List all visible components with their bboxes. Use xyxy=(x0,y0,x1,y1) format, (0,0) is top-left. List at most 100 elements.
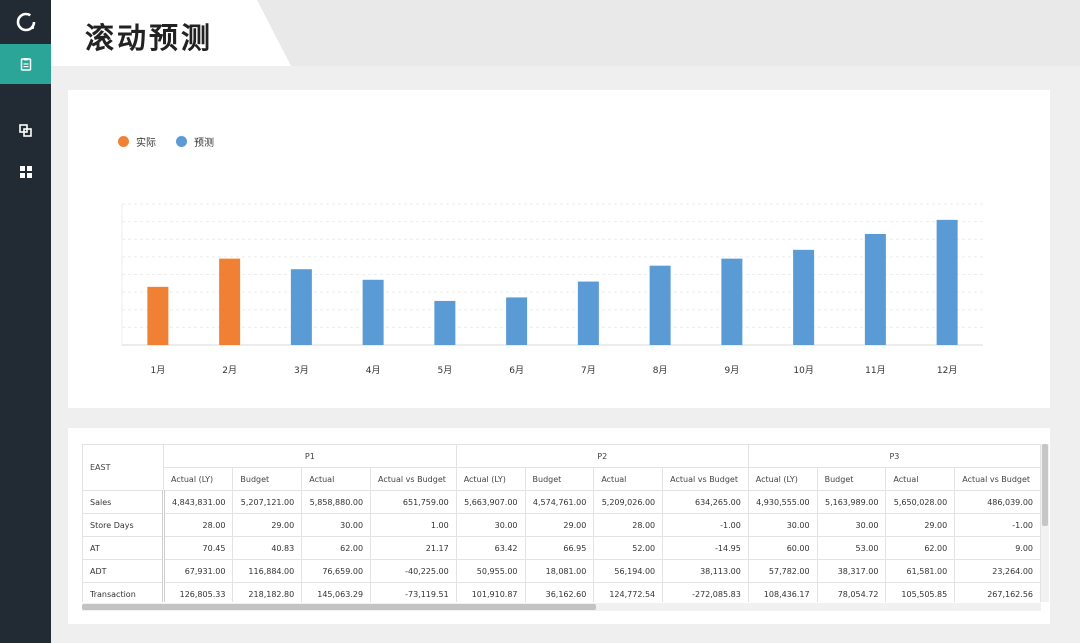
bar-forecast-8[interactable] xyxy=(649,265,671,345)
table-row: ADT 67,931.00 116,884.00 76,659.00 -40,225.0… xyxy=(82,559,1041,583)
table-cell: -14.95 xyxy=(662,536,749,560)
period-header[interactable]: P2 xyxy=(455,444,749,468)
table-cell: 60.00 xyxy=(747,536,818,560)
legend-item-actual[interactable]: 实际 xyxy=(118,134,156,149)
column-header[interactable]: Actual (LY) xyxy=(455,467,526,491)
bar-forecast-11[interactable] xyxy=(864,233,886,345)
table-cell: 61,581.00 xyxy=(885,559,956,583)
bar-actual-1[interactable] xyxy=(147,286,169,345)
table-cell: 101,910.87 xyxy=(455,582,526,602)
bar-forecast-6[interactable] xyxy=(506,297,528,345)
table-cell: 29.00 xyxy=(524,513,595,537)
period-header[interactable]: P3 xyxy=(747,444,1041,468)
table-row: AT 70.45 40.83 62.00 21.17 63.42 66.95 52.00 -14… xyxy=(82,536,1041,560)
table-cell: -1.00 xyxy=(662,513,749,537)
column-header[interactable]: Budget xyxy=(524,467,595,491)
table-cell: 29.00 xyxy=(885,513,956,537)
legend-label-actual: 实际 xyxy=(136,138,156,149)
table-cell: -40,225.00 xyxy=(370,559,457,583)
table-cell: 267,162.56 xyxy=(954,582,1041,602)
table-cell: 78,054.72 xyxy=(816,582,887,602)
bar-forecast-5[interactable] xyxy=(434,300,456,345)
bar-forecast-10[interactable] xyxy=(793,249,815,345)
sidebar-item-copy[interactable] xyxy=(0,110,51,150)
legend-dot-actual xyxy=(118,136,129,147)
row-label: ADT xyxy=(82,559,165,583)
column-header[interactable]: Actual (LY) xyxy=(747,467,818,491)
chart-legend: 实际 预测 xyxy=(118,134,234,149)
column-header[interactable]: Actual (LY) xyxy=(162,467,234,491)
x-tick-label: 5月 xyxy=(438,365,453,376)
table-cell: 52.00 xyxy=(593,536,664,560)
row-label: Transaction xyxy=(82,582,165,602)
pivot-table-viewport[interactable]: EAST P1 P2 P3 Actual (LY) Budget Actual Actual … xyxy=(82,444,1041,602)
table-cell: 108,436.17 xyxy=(747,582,818,602)
period-header[interactable]: P1 xyxy=(162,444,457,468)
table-cell: 4,930,555.00 xyxy=(747,490,818,514)
x-tick-label: 9月 xyxy=(725,365,740,376)
table-corner-region: EAST xyxy=(82,444,164,491)
row-label: Sales xyxy=(82,490,165,514)
legend-item-forecast[interactable]: 预测 xyxy=(176,134,214,149)
table-cell: 76,659.00 xyxy=(301,559,372,583)
x-tick-label: 1月 xyxy=(151,365,166,376)
table-cell: 50,955.00 xyxy=(455,559,526,583)
table-cell: -1.00 xyxy=(954,513,1041,537)
table-cell: 5,163,989.00 xyxy=(816,490,887,514)
table-row: Transaction 126,805.33 218,182.80 145,063.2… xyxy=(82,582,1041,602)
x-tick-label: 3月 xyxy=(294,365,309,376)
column-header[interactable]: Actual xyxy=(301,467,372,491)
horizontal-scroll-thumb[interactable] xyxy=(82,604,596,610)
column-header[interactable]: Actual vs Budget xyxy=(662,467,749,491)
table-cell: 1.00 xyxy=(370,513,457,537)
table-cell: 5,858,880.00 xyxy=(301,490,372,514)
pivot-table: EAST P1 P2 P3 Actual (LY) Budget Actual Actual … xyxy=(82,444,1041,602)
table-cell: 218,182.80 xyxy=(232,582,303,602)
legend-dot-forecast xyxy=(176,136,187,147)
header-title-tab xyxy=(51,0,291,66)
table-card: EAST P1 P2 P3 Actual (LY) Budget Actual Actual … xyxy=(68,428,1050,624)
column-header[interactable]: Actual vs Budget xyxy=(954,467,1041,491)
table-cell: 124,772.54 xyxy=(593,582,664,602)
column-header[interactable]: Actual xyxy=(885,467,956,491)
bar-forecast-12[interactable] xyxy=(936,219,958,345)
column-header[interactable]: Actual xyxy=(593,467,664,491)
page-header: 滚动预测 xyxy=(51,0,1080,66)
bar-actual-2[interactable] xyxy=(219,258,241,345)
table-cell: 70.45 xyxy=(162,536,234,560)
table-cell: 53.00 xyxy=(816,536,887,560)
x-tick-label: 6月 xyxy=(509,365,524,376)
table-cell: 105,505.85 xyxy=(885,582,956,602)
bar-forecast-9[interactable] xyxy=(721,258,743,345)
bar-forecast-4[interactable] xyxy=(362,279,384,345)
table-cell: 21.17 xyxy=(370,536,457,560)
page-title: 滚动预测 xyxy=(85,21,214,55)
sidebar-item-forecast[interactable] xyxy=(0,44,51,84)
table-cell: 28.00 xyxy=(593,513,664,537)
app-logo[interactable] xyxy=(0,0,51,44)
sidebar-item-dashboard[interactable] xyxy=(0,152,51,192)
sidebar xyxy=(0,0,51,643)
vertical-scroll-thumb[interactable] xyxy=(1042,444,1048,526)
column-header[interactable]: Actual vs Budget xyxy=(370,467,457,491)
table-cell: 5,650,028.00 xyxy=(885,490,956,514)
clipboard-icon xyxy=(20,58,31,71)
column-header[interactable]: Budget xyxy=(232,467,303,491)
bar-forecast-7[interactable] xyxy=(577,281,599,345)
table-row: Sales 4,843,831.00 5,207,121.00 5,858,880.0… xyxy=(82,490,1041,514)
table-cell: 23,264.00 xyxy=(954,559,1041,583)
bar-forecast-3[interactable] xyxy=(290,269,312,345)
table-cell: 116,884.00 xyxy=(232,559,303,583)
table-cell: 126,805.33 xyxy=(162,582,234,602)
ring-logo-icon xyxy=(16,12,35,32)
x-tick-label: 4月 xyxy=(366,365,381,376)
table-cell: 56,194.00 xyxy=(593,559,664,583)
column-header[interactable]: Budget xyxy=(816,467,887,491)
table-cell: 38,317.00 xyxy=(816,559,887,583)
table-cell: -272,085.83 xyxy=(662,582,749,602)
x-tick-label: 12月 xyxy=(937,365,957,376)
x-tick-label: 2月 xyxy=(222,365,237,376)
table-cell: 57,782.00 xyxy=(747,559,818,583)
row-label: Store Days xyxy=(82,513,165,537)
table-cell: 62.00 xyxy=(301,536,372,560)
